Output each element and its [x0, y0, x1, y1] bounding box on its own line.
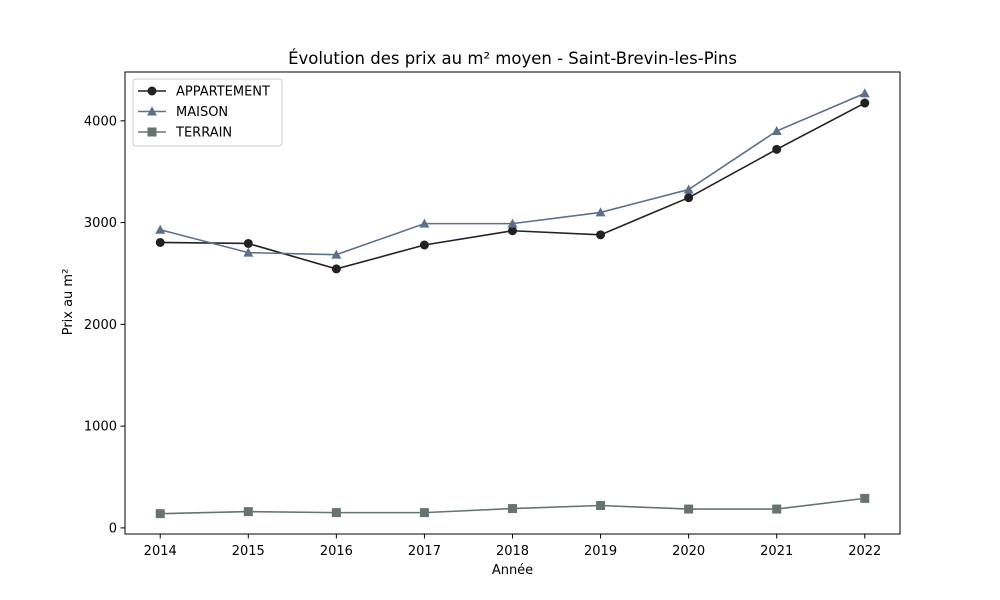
data-point-terrain-2018 — [508, 504, 517, 514]
y-tick-label: 0 — [109, 521, 117, 536]
data-point-terrain-2014 — [155, 509, 165, 519]
legend: APPARTEMENT MAISON TERRAIN — [132, 78, 283, 147]
data-point-appartement-2015 — [243, 238, 253, 248]
data-point-maison-2019 — [595, 207, 606, 217]
data-point-appartement-2014 — [155, 237, 165, 247]
data-point-maison-2022 — [859, 88, 870, 98]
x-tick-label: 2019 — [584, 544, 617, 559]
y-tick-label: 1000 — [84, 420, 117, 435]
y-tick-label: 2000 — [84, 318, 117, 333]
data-point-maison-2016 — [331, 249, 342, 259]
x-tick-label: 2020 — [672, 544, 705, 559]
data-point-terrain-2021 — [772, 504, 782, 514]
data-point-maison-2015 — [243, 247, 254, 257]
data-point-maison-2020 — [683, 184, 694, 194]
data-point-terrain-2016 — [331, 508, 341, 518]
legend-label-appartement: APPARTEMENT — [176, 85, 270, 100]
data-point-appartement-2019 — [596, 230, 606, 240]
x-tick-label: 2018 — [496, 544, 529, 559]
data-point-appartement-2020 — [684, 193, 694, 203]
data-point-maison-2018 — [507, 218, 518, 228]
y-axis-title: Prix au m² — [61, 269, 76, 336]
x-tick-label: 2021 — [760, 544, 793, 559]
data-point-appartement-2021 — [772, 144, 782, 154]
data-point-terrain-2015 — [243, 507, 253, 517]
legend-label-terrain: TERRAIN — [175, 126, 232, 141]
data-point-appartement-2022 — [860, 98, 870, 108]
data-point-appartement-2016 — [331, 264, 341, 274]
y-tick-label: 3000 — [84, 216, 117, 231]
y-tick-label: 4000 — [84, 114, 117, 129]
data-point-maison-2014 — [155, 224, 166, 234]
plot-area: 2014 2015 2016 2017 2018 2019 2020 2021 2022 0 100… — [84, 71, 901, 559]
legend-marker-appartement — [147, 86, 157, 96]
x-tick-label: 2017 — [408, 544, 441, 559]
x-tick-label: 2022 — [848, 544, 881, 559]
chart-title: Évolution des prix au m² moyen - Saint-B… — [288, 49, 737, 68]
x-axis-title: Année — [492, 563, 533, 578]
x-tick-label: 2015 — [232, 544, 265, 559]
x-tick-label: 2014 — [144, 544, 177, 559]
data-point-appartement-2018 — [508, 226, 517, 236]
legend-marker-terrain — [147, 127, 157, 137]
data-point-appartement-2017 — [419, 240, 429, 250]
legend-marker-maison — [147, 106, 157, 116]
data-point-terrain-2020 — [684, 504, 694, 514]
data-point-terrain-2019 — [596, 501, 606, 511]
data-point-terrain-2022 — [860, 493, 870, 503]
legend-label-maison: MAISON — [176, 105, 228, 120]
data-point-terrain-2017 — [419, 508, 429, 518]
series-maison — [155, 88, 870, 259]
series-appartement — [155, 98, 870, 274]
legend-box — [132, 78, 283, 147]
series-terrain — [155, 493, 870, 519]
x-tick-label: 2016 — [320, 544, 353, 559]
data-point-maison-2017 — [419, 218, 430, 228]
data-point-maison-2021 — [771, 126, 782, 136]
